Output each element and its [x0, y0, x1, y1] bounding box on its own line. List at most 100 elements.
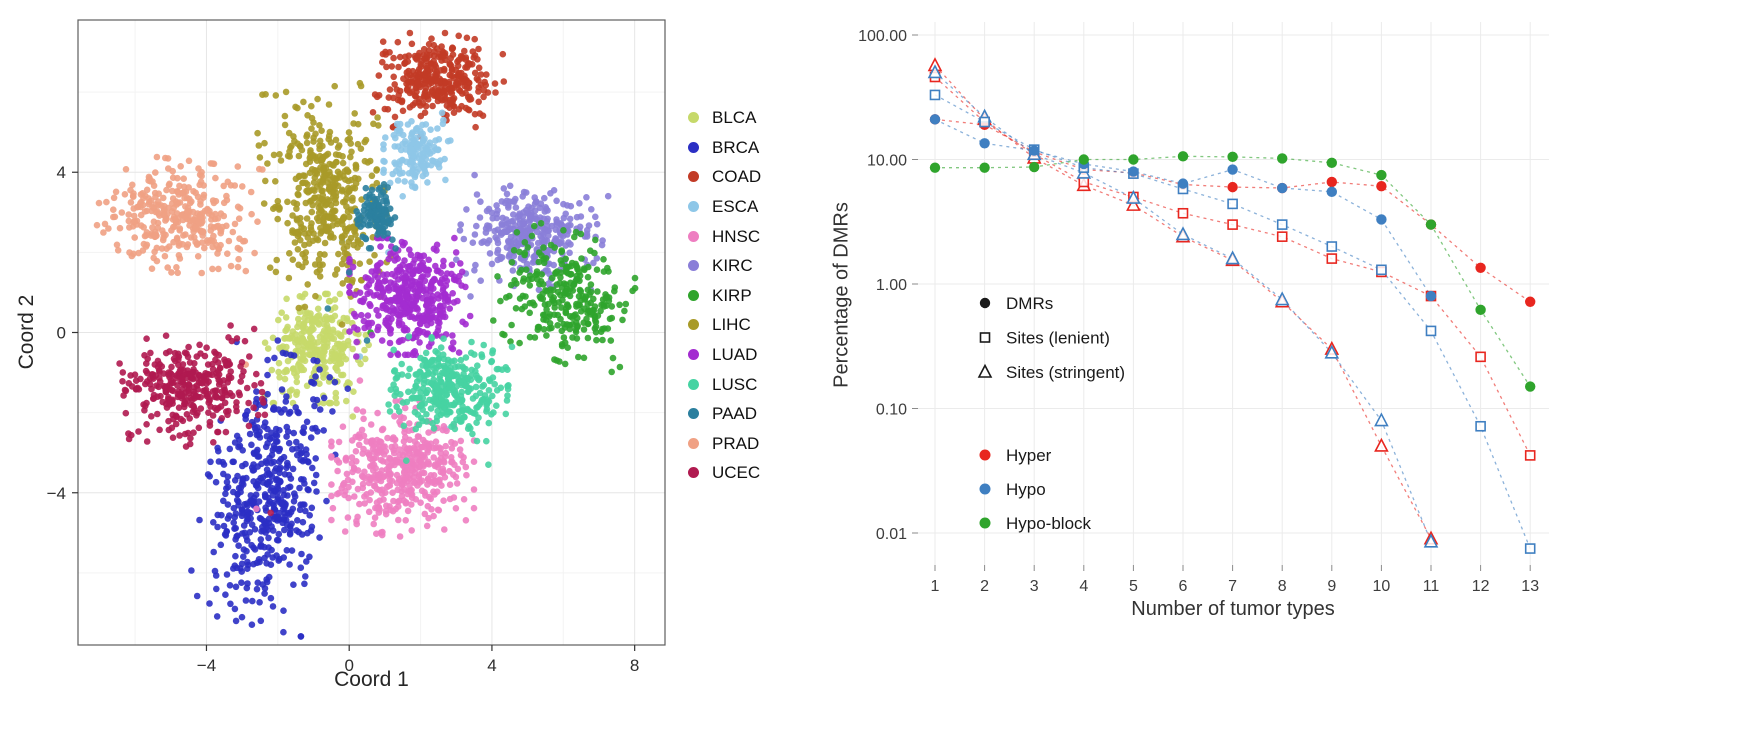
legend-swatch-PRAD: [688, 437, 699, 449]
cluster-UCEC: [116, 322, 275, 517]
tsne-x-tick-label: 4: [487, 656, 496, 675]
legend-item-COAD: COAD: [688, 162, 761, 192]
dmr-x-axis-title: Number of tumor types: [1131, 598, 1335, 620]
cluster-LUSC: [385, 333, 516, 469]
legend-swatch-PAAD: [688, 408, 699, 420]
legend-label: KIRC: [712, 256, 753, 276]
cluster-PAAD: [324, 181, 399, 344]
tsne-figure: −4 0 4 8 −4 0 4 Coord 1 Coord 2 BLCA BRCA COAD ES…: [0, 0, 800, 735]
legend-label: LUSC: [712, 374, 758, 394]
legend-label: COAD: [712, 167, 762, 187]
tsne-y-tick-label: −4: [47, 484, 66, 503]
legend-label: BRCA: [712, 137, 760, 157]
legend-item-UCEC: UCEC: [688, 458, 761, 488]
tsne-axis-ticks: −4 0 4 8 −4 0 4: [47, 163, 640, 675]
legend-item-PRAD: PRAD: [688, 429, 761, 459]
dmr-x-tick-label: 4: [1079, 578, 1088, 595]
dmr-y-tick-label: 1.00: [876, 277, 907, 294]
cluster-ESCA: [338, 109, 454, 433]
color-legend-label: Hypo-block: [1006, 514, 1092, 533]
tsne-y-axis-title: Coord 2: [15, 294, 38, 370]
dmr-y-axis-title: Percentage of DMRs: [830, 202, 853, 388]
legend-item-BLCA: BLCA: [688, 103, 761, 133]
series-line-Hypo Sites (stringent): [934, 72, 1432, 543]
legend-swatch-KIRC: [688, 260, 699, 272]
dmr-x-tick-label: 1: [931, 578, 940, 595]
legend-item-LIHC: LIHC: [688, 310, 761, 340]
legend-label: ESCA: [712, 197, 759, 217]
legend-item-KIRC: KIRC: [688, 251, 761, 281]
legend-label: LIHC: [712, 315, 751, 335]
legend-item-LUAD: LUAD: [688, 340, 761, 370]
dmr-y-tick-label: 100.00: [858, 28, 907, 45]
cluster-COAD: [369, 29, 508, 140]
dmr-plot-canvas: 1 2 3 4 5 6 7 8 9 10 11 12 130.010.101.0010.00100.00…: [858, 22, 1549, 595]
dmr-x-tick-label: 11: [1423, 578, 1440, 595]
shape-legend-label: DMRs: [1006, 294, 1053, 313]
color-legend-label: Hyper: [1006, 446, 1052, 465]
dmr-series-markers: [927, 57, 1536, 554]
tsne-points: [93, 29, 639, 640]
legend-swatch-LIHC: [688, 319, 699, 331]
legend-swatch-LUSC: [688, 378, 699, 390]
color-legend-label: Hypo: [1006, 480, 1046, 499]
color-legend-swatch-Hypo-block: [979, 517, 991, 529]
cluster-HNSC: [253, 377, 478, 540]
dmr-x-tick-label: 5: [1129, 578, 1138, 595]
dmr-color-legend: Hyper Hypo Hypo-block: [979, 446, 1092, 533]
dmr-x-tick-label: 6: [1179, 578, 1188, 595]
dmr-shape-legend: DMRs Sites (lenient) Sites (stringent): [977, 294, 1125, 382]
tsne-y-tick-label: 4: [57, 163, 66, 182]
dmr-x-tick-label: 13: [1521, 578, 1539, 595]
tsne-x-tick-label: −4: [197, 656, 216, 675]
legend-label: KIRP: [712, 285, 752, 305]
legend-swatch-HNSC: [688, 230, 699, 242]
color-legend-swatch-Hyper: [979, 449, 991, 461]
legend-swatch-KIRP: [688, 289, 699, 301]
legend-label: HNSC: [712, 226, 761, 246]
dmr-x-tick-label: 9: [1327, 578, 1336, 595]
series-markers-Hypo DMRs: [929, 114, 1437, 302]
tsne-legend: BLCA BRCA COAD ESCA HNSC KIRC KIRP LIHC LUAD LUSC…: [688, 103, 761, 488]
legend-item-LUSC: LUSC: [688, 369, 761, 399]
dmr-figure: 1 2 3 4 5 6 7 8 9 10 11 12 13 0.01 0.10 1.00 10.00 100.00…: [800, 0, 1590, 735]
legend-label: UCEC: [712, 463, 761, 483]
legend-swatch-LUAD: [688, 349, 699, 361]
dmr-x-tick-label: 2: [980, 578, 989, 595]
series-markers-Hypo-block DMRs: [929, 151, 1536, 392]
tsne-x-tick-label: 8: [630, 656, 639, 675]
dmr-x-tick-label: 8: [1278, 578, 1287, 595]
dmr-y-tick-label: 10.00: [867, 153, 907, 170]
color-legend-swatch-Hypo: [979, 483, 991, 495]
legend-swatch-UCEC: [688, 467, 699, 479]
legend-item-PAAD: PAAD: [688, 399, 761, 429]
tsne-y-tick-label: 0: [57, 324, 66, 343]
legend-swatch-COAD: [688, 171, 699, 183]
dmr-y-tick-label: 0.01: [876, 526, 907, 543]
legend-swatch-ESCA: [688, 201, 699, 213]
cluster-PRAD: [93, 153, 266, 368]
legend-item-HNSC: HNSC: [688, 221, 761, 251]
tsne-x-axis-title: Coord 1: [334, 668, 409, 691]
legend-label: PRAD: [712, 433, 760, 453]
legend-item-ESCA: ESCA: [688, 192, 761, 222]
legend-label: BLCA: [712, 108, 757, 128]
dmr-x-tick-label: 3: [1030, 578, 1039, 595]
legend-label: PAAD: [712, 404, 758, 424]
tsne-plot-canvas: −4 0 4 8 −4 0 4: [47, 19, 666, 675]
legend-label: LUAD: [712, 345, 758, 365]
legend-swatch-BLCA: [688, 112, 699, 124]
shape-legend-label: Sites (lenient): [1006, 329, 1110, 348]
cluster-KIRC: [453, 171, 612, 300]
legend-item-KIRP: KIRP: [688, 281, 761, 311]
legend-item-BRCA: BRCA: [688, 133, 761, 163]
dmr-x-tick-label: 10: [1373, 578, 1391, 595]
cluster-KIRP: [367, 220, 639, 376]
dmr-y-tick-label: 0.10: [876, 402, 907, 419]
tsne-x-tick-label: 0: [344, 656, 353, 675]
legend-swatch-BRCA: [688, 141, 699, 153]
dmr-x-tick-label: 12: [1472, 578, 1490, 595]
dmr-x-tick-label: 7: [1228, 578, 1237, 595]
